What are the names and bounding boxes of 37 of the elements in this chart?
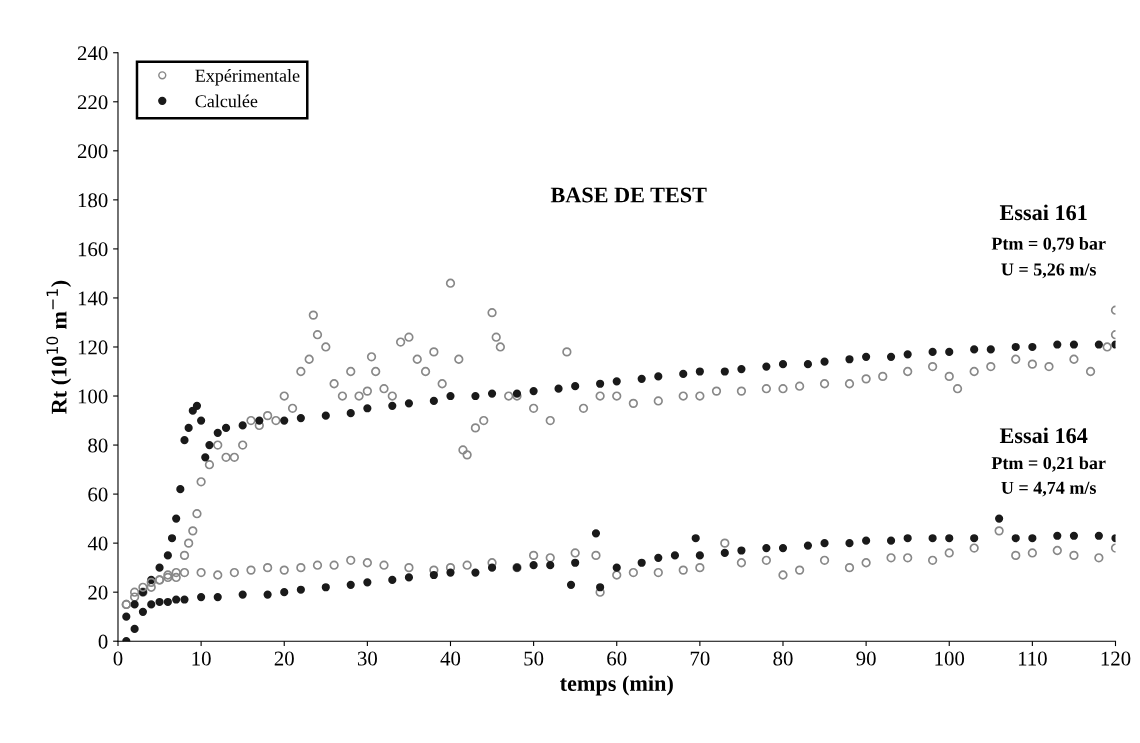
x-axis-title: temps (min) (560, 675, 673, 696)
x-tick-label: 50 (524, 651, 544, 666)
y-tick-label: 240 (77, 46, 108, 61)
y-tick-label: 120 (78, 340, 108, 355)
y-tick-label: 200 (77, 144, 108, 159)
x-tick-label: 120 (1101, 651, 1131, 666)
y-tick-label: 40 (87, 536, 108, 551)
annotation: Ptm = 0,21 bar (991, 456, 1106, 472)
legend-label: Calculée (195, 94, 258, 108)
x-tick-label: 30 (357, 651, 377, 666)
annotation: Ptm = 0,79 bar (991, 236, 1106, 253)
y-tick-label: 140 (78, 291, 108, 306)
annotation: BASE DE TEST (550, 187, 707, 203)
x-tick-label: 0 (113, 651, 123, 666)
x-tick-label: 40 (440, 651, 461, 666)
x-tick-label: 80 (773, 651, 793, 666)
x-tick-label: 70 (690, 651, 710, 666)
y-tick-label: 100 (78, 389, 108, 404)
y-tick-label: 80 (88, 438, 108, 453)
x-tick-label: 60 (607, 651, 627, 666)
y-tick-label: 0 (98, 634, 108, 649)
annotation: U = 5,26 m/s (1001, 263, 1096, 279)
x-tick-label: 10 (192, 651, 211, 666)
x-tick-label: 20 (274, 651, 294, 666)
y-tick-label: 220 (77, 95, 108, 110)
annotation: Essai 164 (999, 427, 1088, 444)
y-tick-label: 60 (88, 487, 108, 502)
x-tick-label: 110 (1018, 651, 1047, 666)
y-axis-title: Rt (10$^{10}$ m$^{−1}$) (46, 280, 72, 414)
annotation: Essai 161 (999, 204, 1087, 221)
y-tick-label: 160 (78, 242, 108, 257)
y-tick-label: 180 (78, 193, 108, 208)
annotation: U = 4,74 m/s (1001, 481, 1096, 497)
y-tick-label: 20 (88, 585, 108, 600)
legend-label: Expérimentale (195, 69, 300, 86)
x-tick-label: 90 (856, 651, 876, 666)
x-tick-label: 100 (935, 651, 965, 666)
